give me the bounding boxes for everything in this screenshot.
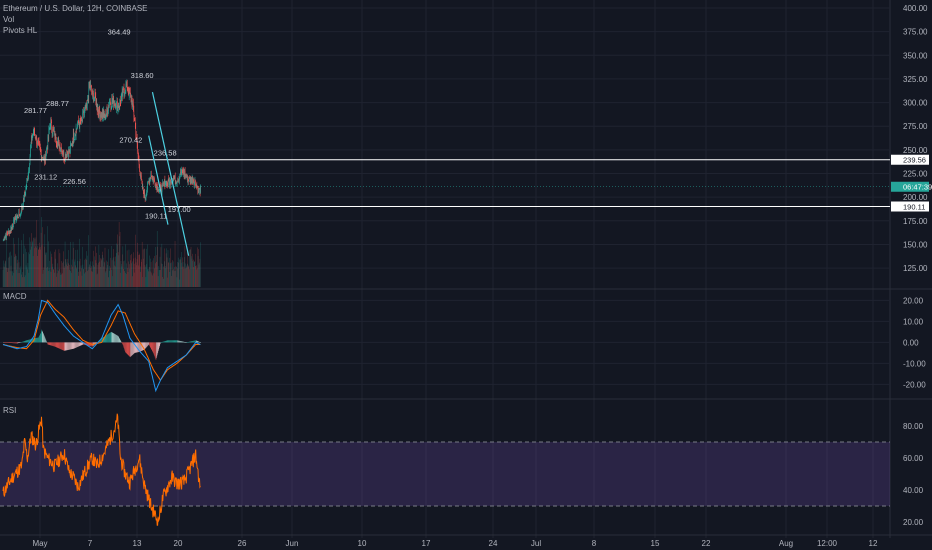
pivot-high-label: 281.77: [24, 106, 47, 115]
macd-line: [2, 299, 201, 393]
macd-tick-label: 0.00: [903, 338, 919, 347]
x-tick-label: 13: [133, 539, 142, 548]
pivot-low-label: 226.56: [63, 177, 86, 186]
pivot-low-label: 231.12: [34, 173, 57, 182]
price-tick-label: 275.00: [903, 122, 928, 131]
pivot-high-label: 236.58: [154, 149, 177, 158]
pivots-indicator-label: Pivots HL: [3, 26, 38, 35]
symbol-title: Ethereum / U.S. Dollar, 12H, COINBASE: [3, 4, 148, 13]
price-tag: [891, 181, 929, 192]
pivot-high-label: 364.49: [108, 28, 131, 37]
pivot-high-label: 318.60: [131, 71, 154, 80]
macd-pane-title: MACD: [3, 292, 27, 301]
x-tick-label: Jun: [286, 539, 299, 548]
x-tick-label: 10: [358, 539, 367, 548]
price-tick-label: 225.00: [903, 170, 928, 179]
price-tick-label: 175.00: [903, 217, 928, 226]
price-tag: [891, 154, 929, 165]
macd-signal-line: [2, 299, 201, 382]
macd-tick-label: -20.00: [903, 380, 926, 389]
x-tick-label: Aug: [779, 539, 793, 548]
price-tick-label: 375.00: [903, 28, 928, 37]
x-tick-label: 26: [238, 539, 247, 548]
price-tag-label: 06:47:39: [903, 183, 932, 192]
macd-tick-label: 20.00: [903, 296, 924, 305]
x-tick-label: 24: [489, 539, 498, 548]
pivot-low-label: 197.00: [168, 205, 191, 214]
x-tick-label: Jul: [531, 539, 541, 548]
pivot-low-label: 190.11: [145, 212, 167, 221]
price-tick-label: 325.00: [903, 75, 928, 84]
macd-tick-label: 10.00: [903, 317, 924, 326]
price-tag-label: 190.11: [903, 203, 925, 212]
rsi-tick-label: 60.00: [903, 454, 924, 463]
pivot-low-label: 270.42: [119, 136, 142, 145]
rsi-tick-label: 20.00: [903, 518, 924, 527]
price-tick-label: 250.00: [903, 146, 928, 155]
rsi-line: [2, 413, 201, 526]
price-tag-label: 200.00: [903, 193, 928, 202]
x-tick-label: 15: [651, 539, 660, 548]
price-tick-label: 350.00: [903, 51, 928, 60]
price-tag: [891, 201, 929, 212]
x-tick-label: 7: [88, 539, 93, 548]
volume-indicator-label: Vol: [3, 15, 15, 24]
rsi-band: [0, 442, 890, 506]
x-tick-label: 12: [869, 539, 878, 548]
macd-tick-label: -10.00: [903, 359, 926, 368]
price-tag-label: 239.56: [903, 156, 926, 165]
x-tick-label: 20: [174, 539, 183, 548]
rsi-tick-label: 40.00: [903, 486, 924, 495]
trend-channel-line: [151, 92, 190, 256]
price-tick-label: 300.00: [903, 99, 928, 108]
price-tag: [891, 192, 929, 203]
symbol-legend: Ethereum / U.S. Dollar, 12H, COINBASE Vo…: [3, 3, 148, 36]
rsi-pane-title: RSI: [3, 406, 17, 415]
pivot-high-label: 288.77: [46, 99, 69, 108]
rsi-tick-label: 80.00: [903, 422, 924, 431]
x-tick-label: May: [32, 539, 47, 548]
x-tick-label: 12:00: [817, 539, 838, 548]
price-tick-label: 400.00: [903, 4, 928, 13]
x-tick-label: 8: [592, 539, 597, 548]
price-tick-label: 150.00: [903, 240, 928, 249]
x-tick-label: 22: [702, 539, 711, 548]
price-tick-label: 125.00: [903, 264, 928, 273]
x-tick-label: 17: [422, 539, 431, 548]
trend-channel-line: [148, 135, 169, 225]
